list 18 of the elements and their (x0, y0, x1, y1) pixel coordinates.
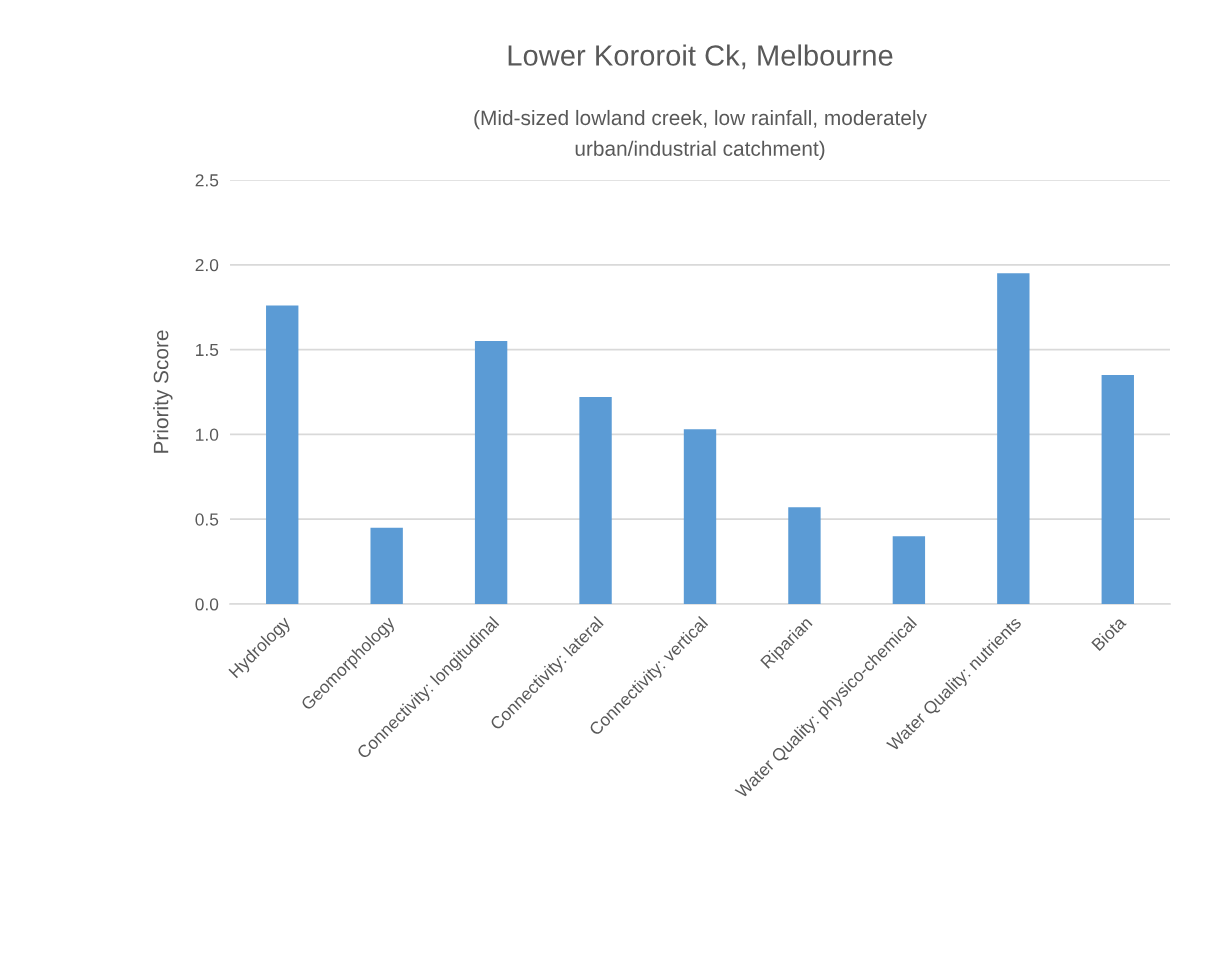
y-tick-label: 2.5 (195, 174, 219, 187)
y-tick-label: 0.0 (195, 598, 219, 611)
y-axis-title: Priority Score (153, 330, 173, 453)
y-tick-label: 1.5 (196, 343, 219, 357)
y-tick-label: 2.0 (195, 258, 219, 272)
bar (579, 397, 612, 604)
bar (474, 341, 508, 604)
y-tick-label: 0.5 (195, 513, 219, 526)
chart-subtitle: (Mid-sized lowland creek, low rainfall, moderately urban/industrial catchment) (474, 109, 927, 161)
bar (997, 273, 1030, 604)
y-tick-label: 1.0 (196, 428, 219, 441)
bar (892, 536, 926, 604)
bar (1101, 375, 1134, 604)
bar (266, 305, 299, 604)
bar (370, 527, 403, 604)
bar (788, 507, 821, 604)
bar (683, 429, 717, 604)
chart-title: Lower Kororoit Ck, Melbourne (508, 44, 893, 70)
